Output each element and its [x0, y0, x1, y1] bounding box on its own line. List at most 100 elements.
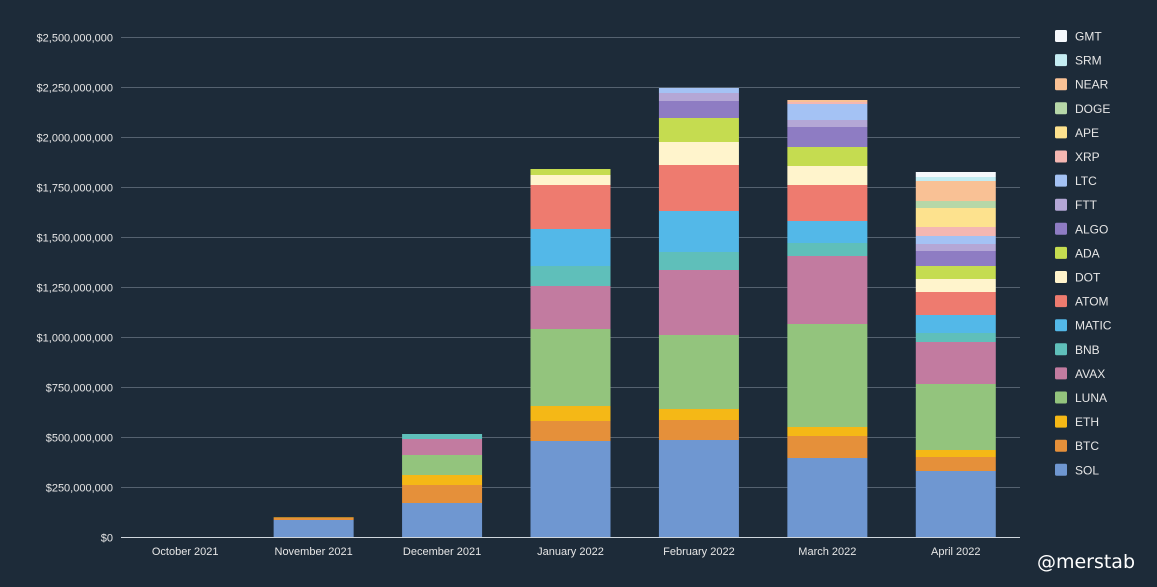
y-tick-label: $250,000,000 — [46, 483, 113, 495]
legend-label: GMT — [1075, 30, 1102, 44]
bar-segment-bnb — [530, 266, 611, 286]
x-tick-label: February 2022 — [663, 546, 735, 558]
bar-segment-algo — [915, 251, 996, 266]
bar-segment-btc — [787, 436, 868, 458]
bar-segment-atom — [787, 185, 868, 221]
y-tick-label: $750,000,000 — [46, 383, 113, 395]
legend-item-xrp: XRP — [1055, 150, 1100, 164]
y-tick-label: $1,000,000,000 — [37, 333, 113, 345]
bar-segment-srm — [915, 177, 996, 181]
bar-segment-bnb — [787, 243, 868, 256]
legend-label: DOT — [1075, 271, 1101, 285]
legend-swatch — [1055, 174, 1067, 187]
y-tick-label: $2,000,000,000 — [37, 133, 113, 145]
legend: GMT SRM NEAR DOGE APE XRP LTC FTT ALGO ADA DOT ATOM… — [1055, 30, 1112, 477]
bar-stack — [915, 172, 996, 537]
y-tick-label: $2,500,000,000 — [37, 33, 113, 45]
bar-segment-btc — [273, 517, 354, 520]
legend-swatch — [1055, 30, 1067, 42]
bar-segment-ada — [915, 266, 996, 279]
bar-segment-eth — [658, 409, 739, 420]
legend-label: LTC — [1075, 174, 1097, 188]
bar-segment-atom — [915, 292, 996, 315]
bar-segment-sol — [530, 441, 611, 537]
bar-segment-sol — [658, 440, 739, 537]
bar-segment-gmt — [915, 172, 996, 177]
bar-segment-dot — [915, 279, 996, 292]
legend-label: ADA — [1075, 246, 1100, 260]
bar-segment-near — [915, 181, 996, 201]
legend-item-srm: SRM — [1055, 54, 1102, 68]
legend-swatch — [1055, 319, 1067, 332]
legend-swatch — [1055, 222, 1067, 235]
bar-segment-avax — [915, 342, 996, 384]
bar-segment-luna — [402, 455, 483, 475]
legend-swatch — [1055, 463, 1067, 476]
bar-segment-luna — [787, 324, 868, 427]
y-axis-tick-labels: $0 $250,000,000 $500,000,000 $750,000,000 $1… — [37, 33, 113, 545]
legend-label: ALGO — [1075, 222, 1108, 236]
legend-label: BTC — [1075, 439, 1099, 453]
bar-segment-ltc — [787, 104, 868, 120]
bar-stack — [402, 434, 483, 537]
bar-segment-sol — [402, 503, 483, 537]
legend-item-sol: SOL — [1055, 463, 1099, 477]
legend-item-ltc: LTC — [1055, 174, 1097, 188]
watermark-text: @merstab — [1036, 551, 1135, 573]
legend-label: FTT — [1075, 198, 1098, 212]
legend-swatch — [1055, 126, 1067, 139]
legend-swatch — [1055, 343, 1067, 356]
legend-swatch — [1055, 54, 1067, 67]
bar-segment-near — [787, 100, 868, 102]
legend-swatch — [1055, 198, 1067, 211]
bar-stack — [273, 517, 354, 537]
legend-item-luna: LUNA — [1055, 391, 1107, 405]
x-tick-label: December 2021 — [403, 546, 481, 558]
bar-segment-luna — [658, 335, 739, 409]
bar-segment-btc — [402, 485, 483, 503]
bar-segment-xrp — [787, 102, 868, 104]
bar-stack — [787, 100, 868, 537]
y-tick-label: $1,500,000,000 — [37, 233, 113, 245]
bar-segment-dot — [787, 166, 868, 185]
bar-segment-ada — [530, 169, 611, 175]
bar-segment-eth — [787, 427, 868, 436]
bar-segment-ada — [658, 118, 739, 142]
legend-swatch — [1055, 439, 1067, 452]
bar-segment-luna — [915, 384, 996, 450]
bar-segment-eth — [530, 406, 611, 421]
legend-item-algo: ALGO — [1055, 222, 1108, 236]
bar-segment-ftt — [915, 244, 996, 251]
legend-item-doge: DOGE — [1055, 102, 1110, 116]
bar-segment-avax — [402, 439, 483, 455]
bar-segment-avax — [530, 286, 611, 329]
legend-label: DOGE — [1075, 102, 1110, 116]
legend-item-gmt: GMT — [1055, 30, 1102, 44]
legend-item-ftt: FTT — [1055, 198, 1098, 212]
x-tick-label: January 2022 — [537, 546, 604, 558]
y-tick-label: $1,750,000,000 — [37, 183, 113, 195]
bar-segment-matic — [787, 221, 868, 243]
bar-segment-matic — [530, 229, 611, 266]
bar-segment-sol — [915, 471, 996, 537]
x-tick-label: November 2021 — [275, 546, 353, 558]
legend-item-ape: APE — [1055, 126, 1099, 140]
bar-segment-matic — [915, 315, 996, 333]
bar-segment-eth — [915, 450, 996, 457]
legend-swatch — [1055, 271, 1067, 283]
legend-swatch — [1055, 367, 1067, 380]
bar-segment-avax — [658, 270, 739, 335]
bar-segment-ltc — [658, 88, 739, 93]
bar-segment-bnb — [658, 252, 739, 270]
bar-stack — [658, 88, 739, 537]
legend-swatch — [1055, 415, 1067, 428]
legend-label: SOL — [1075, 463, 1099, 477]
legend-swatch — [1055, 391, 1067, 404]
bar-segment-bnb — [402, 434, 483, 439]
legend-swatch — [1055, 150, 1067, 163]
legend-swatch — [1055, 246, 1067, 259]
bar-segment-ftt — [658, 93, 739, 101]
legend-item-btc: BTC — [1055, 439, 1099, 453]
